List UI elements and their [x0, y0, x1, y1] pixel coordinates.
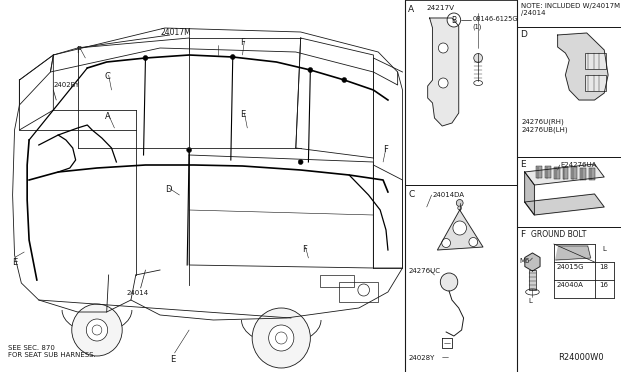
Bar [585, 53, 606, 69]
Circle shape [438, 43, 448, 53]
Text: (1): (1) [472, 23, 482, 29]
Bar [580, 167, 586, 180]
Bar [517, 227, 621, 372]
Bar [405, 0, 517, 185]
Bar [405, 185, 517, 372]
Circle shape [143, 55, 148, 61]
Polygon shape [525, 172, 534, 215]
Text: F: F [383, 145, 388, 154]
Text: F: F [76, 46, 81, 55]
Circle shape [342, 77, 347, 83]
Bar [320, 275, 354, 287]
Bar [536, 166, 542, 178]
Text: 24017M: 24017M [160, 28, 191, 37]
Bar [572, 167, 577, 179]
Text: C: C [105, 72, 111, 81]
Text: 24276U(RH): 24276U(RH) [522, 118, 564, 125]
Circle shape [456, 199, 463, 206]
Circle shape [440, 273, 458, 291]
Bar [529, 270, 536, 290]
Text: 24276UC: 24276UC [408, 268, 440, 274]
Text: A: A [105, 112, 111, 121]
Polygon shape [525, 164, 604, 185]
Bar [585, 75, 606, 91]
Circle shape [458, 206, 461, 210]
Text: E: E [12, 258, 17, 267]
Text: M6: M6 [520, 258, 531, 264]
Bar [545, 166, 551, 178]
Text: 24276UB(LH): 24276UB(LH) [522, 126, 568, 132]
Circle shape [438, 78, 448, 88]
Text: F: F [520, 230, 525, 239]
Circle shape [72, 304, 122, 356]
Text: L: L [529, 298, 532, 304]
Text: B: B [451, 16, 456, 25]
Text: 24040A: 24040A [557, 282, 584, 288]
Text: C: C [408, 190, 415, 199]
Text: 24028Y: 24028Y [408, 355, 435, 361]
Circle shape [447, 13, 461, 27]
Circle shape [92, 325, 102, 335]
Text: NOTE: INCLUDED W/24017M
/24014: NOTE: INCLUDED W/24017M /24014 [521, 3, 620, 16]
Text: 24014DA: 24014DA [433, 192, 465, 198]
Circle shape [469, 237, 477, 247]
Circle shape [298, 160, 303, 164]
Circle shape [275, 332, 287, 344]
Bar [589, 168, 595, 180]
Text: 18: 18 [600, 264, 609, 270]
Circle shape [86, 319, 108, 341]
Circle shape [453, 221, 467, 235]
Circle shape [442, 238, 451, 247]
Polygon shape [556, 246, 591, 260]
Bar [563, 167, 568, 179]
Text: 16: 16 [600, 282, 609, 288]
Polygon shape [557, 33, 608, 100]
Bar [517, 157, 621, 227]
Circle shape [187, 148, 191, 153]
Circle shape [230, 55, 235, 60]
Polygon shape [525, 253, 540, 271]
Circle shape [252, 308, 310, 368]
Text: 24014: 24014 [126, 290, 148, 296]
Polygon shape [428, 18, 459, 126]
Text: A: A [408, 5, 415, 14]
Text: 24217V: 24217V [427, 5, 455, 11]
Text: E: E [241, 110, 246, 119]
Polygon shape [525, 194, 604, 215]
Text: L: L [602, 246, 606, 252]
Text: E24276UA: E24276UA [561, 162, 597, 168]
Bar [517, 27, 621, 157]
Bar [339, 282, 378, 302]
Text: 08146-6125G: 08146-6125G [472, 16, 518, 22]
Text: 24015G: 24015G [557, 264, 584, 270]
Text: E: E [170, 355, 175, 364]
Circle shape [474, 54, 483, 62]
Polygon shape [437, 210, 483, 250]
Text: GROUND BOLT: GROUND BOLT [531, 230, 586, 239]
Text: 2402BY: 2402BY [53, 82, 79, 88]
Bar [554, 167, 559, 179]
Text: F: F [241, 38, 245, 47]
Text: F: F [303, 245, 307, 254]
Text: R24000W0: R24000W0 [557, 353, 604, 362]
Text: E: E [520, 160, 525, 169]
Text: SEE SEC. 870
FOR SEAT SUB HARNESS.: SEE SEC. 870 FOR SEAT SUB HARNESS. [8, 345, 95, 358]
Circle shape [308, 67, 313, 73]
Text: D: D [165, 185, 172, 194]
Circle shape [269, 325, 294, 351]
Text: D: D [520, 30, 527, 39]
